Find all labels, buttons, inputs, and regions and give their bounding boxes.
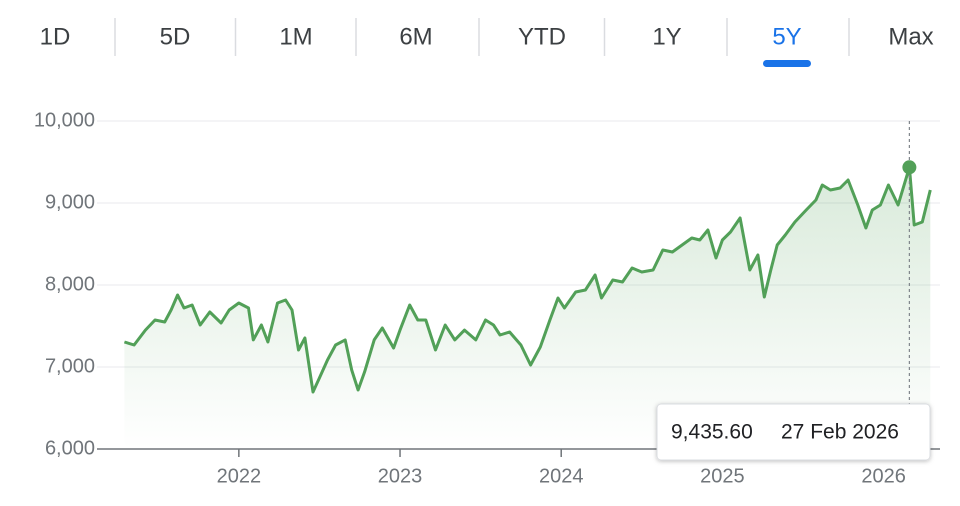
y-tick-label: 8,000: [45, 273, 95, 295]
x-tick-label: 2024: [539, 465, 584, 487]
range-tab[interactable]: 1D: [40, 23, 71, 50]
x-tick-label: 2022: [217, 465, 262, 487]
range-tab[interactable]: Max: [888, 23, 933, 50]
tooltip-box: [656, 403, 931, 461]
range-tab[interactable]: YTD: [518, 23, 566, 50]
range-tab[interactable]: 1M: [279, 23, 312, 50]
range-tab[interactable]: 5D: [160, 23, 191, 50]
y-tick-label: 10,000: [34, 109, 95, 131]
range-tab[interactable]: 6M: [399, 23, 432, 50]
x-tick-label: 2026: [861, 465, 906, 487]
y-tick-label: 9,000: [45, 191, 95, 213]
x-tick-label: 2023: [378, 465, 423, 487]
range-tabs: 1D 5D 1M 6M YTD 1Y 5Y Max: [40, 18, 934, 67]
area-fill: [124, 167, 931, 450]
tooltip-date: 27 Feb 2026: [781, 421, 899, 444]
y-tick-label: 6,000: [45, 437, 95, 459]
tooltip-value: 9,435.60: [671, 421, 753, 444]
price-line: [123, 165, 932, 394]
plot-area: 6,000 7,000 8,000 9,000 10,000 2022 2023 2024 20…: [34, 109, 940, 487]
x-tick-label: 2025: [700, 465, 745, 487]
y-tick-label: 7,000: [45, 355, 95, 377]
range-tab[interactable]: 1Y: [652, 23, 681, 50]
range-tab[interactable]: 5Y: [772, 23, 801, 50]
highlight-point: [902, 160, 917, 175]
active-tab-indicator: [763, 60, 811, 67]
